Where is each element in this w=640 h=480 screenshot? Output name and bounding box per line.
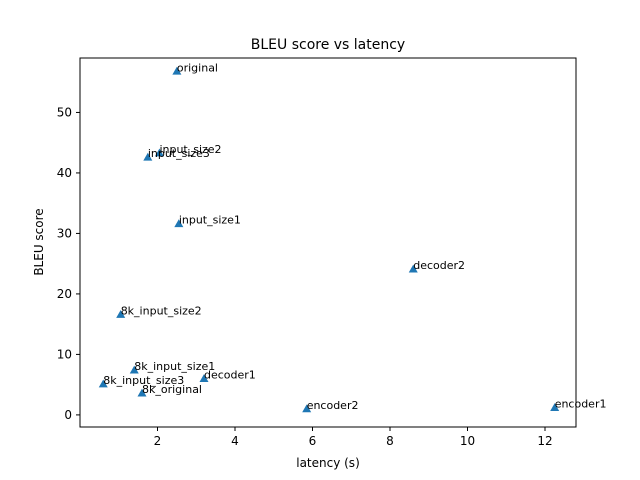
data-point-label: encoder2 [307,399,359,412]
x-tick-label: 12 [537,434,552,448]
data-point-marker [154,148,164,157]
y-tick-label: 50 [57,105,72,119]
y-axis-label: BLEU score [32,208,46,275]
y-tick-label: 40 [57,166,72,180]
data-point-label: input_size1 [179,214,241,227]
data-point-label: encoder1 [555,398,607,411]
data-point-marker [116,309,126,318]
data-point-label: input_size2 [159,143,221,156]
x-tick-label: 8 [386,434,394,448]
data-point-label: decoder2 [413,259,465,272]
y-tick-label: 20 [57,287,72,301]
data-point-marker [98,379,108,388]
data-point-label: 8k_input_size1 [134,360,215,373]
y-tick-label: 10 [57,347,72,361]
data-point-label: decoder1 [204,369,256,382]
data-point-label: 8k_original [142,383,202,396]
data-point-marker [408,264,418,273]
data-point-label: 8k_input_size2 [121,304,202,317]
data-point-label: original [177,61,218,74]
data-point-marker [302,404,312,413]
data-point-marker [129,365,139,374]
data-point-marker [172,66,182,75]
plot-area: 2 4 6 8 10 1201020304050originalinput_size2in… [57,61,607,448]
data-point-marker [550,403,560,412]
x-tick-label: 2 [154,434,162,448]
y-tick-label: 0 [64,408,72,422]
data-point-label: 8k_input_size3 [103,374,184,387]
data-point-marker [199,374,209,382]
data-point-marker [143,152,153,161]
x-tick-label: 6 [309,434,317,448]
plot-frame [79,57,577,428]
chart-title: BLEU score vs latency [251,37,405,53]
y-tick-label: 30 [57,226,72,240]
x-tick-label: 10 [460,434,475,448]
x-tick-label: 4 [231,434,239,448]
data-point-label: input_size3 [148,147,210,160]
x-axis-label: latency (s) [296,456,360,470]
data-point-marker [174,219,184,228]
data-point-marker [137,388,147,397]
